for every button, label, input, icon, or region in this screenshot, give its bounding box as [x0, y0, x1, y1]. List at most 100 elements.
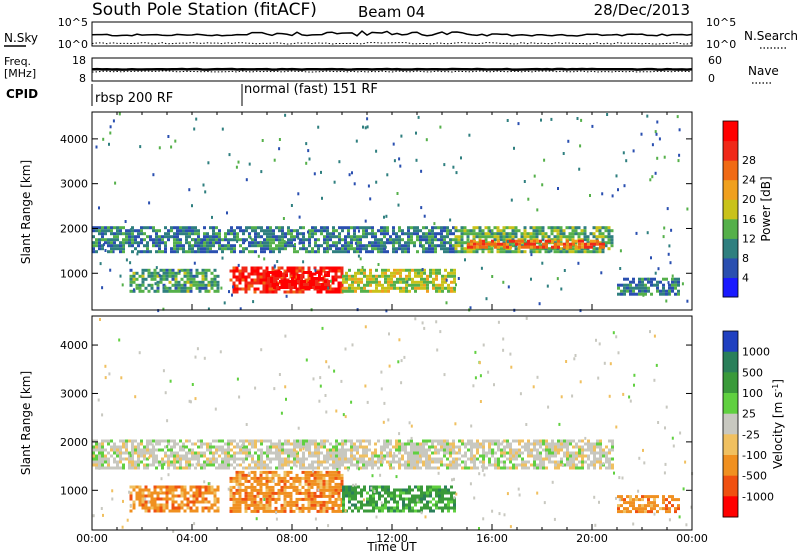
data-cell: [592, 235, 596, 239]
data-cell: [426, 277, 429, 281]
data-cell: [107, 238, 110, 242]
data-cell: [446, 241, 449, 245]
data-cell: [204, 488, 208, 492]
data-cell: [401, 445, 404, 449]
colorbar-swatch: [723, 238, 738, 259]
data-cell: [344, 250, 347, 254]
data-cell: [221, 256, 224, 260]
data-cell: [257, 457, 260, 461]
data-cell: [435, 277, 438, 281]
data-cell: [188, 232, 191, 236]
data-cell: [168, 286, 172, 290]
data-cell: [173, 238, 176, 242]
data-cell: [350, 244, 353, 248]
data-cell: [314, 460, 317, 464]
data-cell: [452, 463, 455, 467]
data-cell: [158, 229, 161, 233]
data-cell: [502, 337, 505, 341]
data-cell: [230, 439, 233, 443]
data-cell: [92, 241, 95, 245]
data-cell: [235, 269, 239, 273]
data-cell: [375, 149, 378, 153]
data-cell: [207, 506, 211, 510]
data-cell: [524, 242, 527, 246]
data-cell: [556, 250, 560, 254]
data-cell: [256, 500, 260, 504]
data-cell: [257, 439, 260, 443]
data-cell: [392, 460, 395, 464]
data-cell: [278, 138, 281, 141]
data-cell: [317, 442, 320, 446]
data-cell: [623, 292, 626, 296]
data-cell: [244, 488, 248, 492]
data-cell: [128, 238, 131, 242]
data-cell: [338, 466, 341, 470]
data-cell: [546, 284, 549, 288]
data-cell: [284, 334, 287, 338]
data-cell: [326, 250, 329, 254]
data-cell: [587, 242, 590, 246]
data-cell: [422, 439, 425, 443]
data-cell: [262, 290, 266, 294]
data-cell: [134, 445, 137, 449]
data-cell: [305, 247, 308, 251]
data-cell: [290, 229, 293, 233]
data-cell: [156, 503, 160, 507]
data-cell: [241, 473, 245, 477]
data-cell: [218, 238, 221, 242]
data-cell: [452, 439, 455, 443]
data-cell: [189, 509, 193, 513]
data-cell: [417, 280, 420, 284]
data-cell: [180, 286, 184, 290]
data-cell: [511, 226, 515, 230]
data-cell: [506, 445, 509, 449]
data-cell: [307, 488, 311, 492]
data-cell: [179, 454, 182, 458]
data-cell: [320, 463, 323, 467]
data-cell: [161, 241, 164, 245]
data-cell: [241, 266, 245, 270]
data-cell: [539, 466, 542, 470]
data-cell: [247, 275, 251, 279]
data-cell: [269, 445, 272, 449]
data-cell: [275, 244, 278, 248]
data-cell: [561, 464, 564, 467]
data-cell: [387, 488, 390, 492]
data-cell: [290, 454, 293, 458]
data-cell: [560, 442, 563, 446]
data-cell: [447, 497, 450, 501]
data-cell: [269, 244, 272, 248]
data-cell: [368, 241, 371, 245]
data-cell: [129, 503, 132, 507]
data-cell: [308, 229, 311, 233]
data-cell: [251, 457, 254, 461]
data-cell: [219, 350, 222, 354]
data-cell: [189, 500, 193, 504]
data-cell: [685, 523, 688, 527]
cpid-bar: CPID rbsp 200 RF normal (fast) 151 RF: [6, 82, 378, 106]
data-cell: [356, 238, 359, 242]
data-cell: [167, 238, 170, 242]
data-cell: [323, 439, 326, 443]
data-cell: [302, 460, 305, 464]
data-cell: [482, 460, 485, 464]
data-cell: [146, 226, 149, 230]
data-cell: [176, 238, 179, 242]
data-cell: [668, 289, 671, 293]
data-cell: [153, 485, 157, 489]
data-cell: [289, 476, 293, 480]
data-cell: [405, 506, 408, 510]
data-cell: [398, 432, 401, 436]
data-cell: [467, 442, 470, 446]
data-cell: [650, 495, 653, 499]
data-cell: [396, 271, 399, 275]
data-cell: [559, 229, 563, 233]
data-cell: [323, 229, 326, 233]
data-cell: [314, 250, 317, 254]
data-cell: [132, 500, 136, 504]
data-cell: [479, 374, 482, 378]
data-cell: [287, 439, 290, 443]
data-cell: [262, 494, 266, 498]
data-cell: [128, 229, 131, 233]
data-cell: [314, 241, 317, 245]
